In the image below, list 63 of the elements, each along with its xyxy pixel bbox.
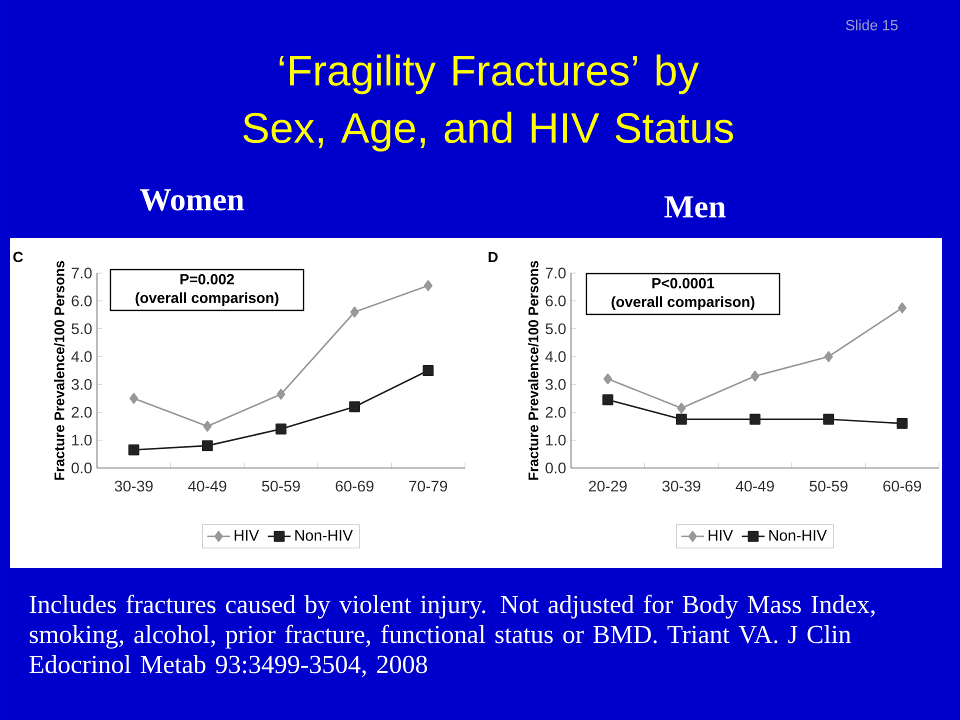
y-tick-label: 6.0	[72, 295, 92, 306]
y-axis-title: Fracture Prevalence/100 Persons	[54, 261, 64, 480]
point	[824, 351, 833, 362]
y-tick-label: 4.0	[545, 351, 566, 362]
y-tick-label: 5.0	[546, 323, 566, 334]
x-tick-label: 50-59	[810, 480, 848, 492]
y-tick-label: 3.0	[72, 379, 92, 390]
point	[202, 440, 213, 452]
y-tick-label: 1.0	[72, 434, 92, 446]
chart-subtitle: Women	[140, 189, 244, 211]
point	[128, 444, 140, 456]
legend-label: Non-HIV	[769, 530, 827, 541]
y-tick-label: 7.0	[546, 268, 566, 278]
point	[750, 370, 760, 382]
x-tick-label: 30-39	[114, 480, 153, 492]
x-tick-label: 40-49	[736, 480, 774, 492]
chart-subtitle: Men	[664, 196, 726, 218]
x-tick-label: 30-39	[662, 480, 700, 492]
y-tick-label: 7.0	[72, 268, 92, 278]
text: C	[13, 252, 23, 262]
point	[677, 402, 686, 414]
y-tick-label: 3.0	[546, 379, 566, 390]
x-tick-label: 70-79	[409, 480, 448, 492]
y-tick-label: 0.0	[546, 462, 566, 474]
point	[276, 424, 286, 434]
annotation: P=0.002	[180, 274, 234, 284]
chart-title: ‘Fragility Fractures’ by Sex, Age, and HIV Status	[243, 54, 734, 152]
point	[602, 394, 614, 406]
x-tick-label: 40-49	[188, 480, 226, 492]
y-tick-label: 1.0	[546, 434, 566, 446]
y-tick-label: 4.0	[71, 351, 92, 362]
point	[130, 392, 138, 404]
text: Includes fractures caused by violent injury. Not adjusted for Body Mass Index, smoking, alcohol, prior fracture, functional status or BMD. Triant VA. J Clin Edocrinol Metab 93:3499-3504, 2008	[29, 594, 875, 677]
text: D	[488, 252, 498, 262]
x-tick-label: 50-59	[262, 480, 300, 492]
x-tick-label: 60-69	[883, 480, 922, 492]
point	[349, 401, 360, 412]
annotation: (overall comparison)	[612, 296, 754, 310]
point	[898, 302, 906, 314]
y-tick-label: 2.0	[72, 406, 92, 418]
legend-label: HIV	[234, 530, 259, 541]
text: Slide 15	[846, 20, 898, 30]
annotation: P<0.0001	[652, 278, 714, 288]
point	[604, 373, 612, 384]
point	[424, 280, 432, 292]
point	[676, 414, 687, 425]
x-tick-label: 60-69	[336, 480, 374, 492]
legend-label: Non-HIV	[295, 530, 353, 541]
point	[750, 414, 760, 425]
point	[823, 414, 834, 425]
y-axis-title: Fracture Prevalence/100 Persons	[528, 261, 538, 480]
legend-label: HIV	[708, 530, 733, 541]
point	[896, 418, 908, 429]
point	[276, 388, 286, 400]
annotation: (overall comparison)	[136, 292, 278, 306]
y-tick-label: 2.0	[546, 406, 566, 418]
y-tick-label: 0.0	[72, 462, 92, 474]
x-tick-label: 20-29	[588, 480, 627, 492]
point	[422, 365, 434, 376]
point	[203, 420, 212, 432]
y-tick-label: 5.0	[72, 323, 92, 334]
point	[350, 306, 359, 318]
y-tick-label: 6.0	[546, 295, 566, 306]
